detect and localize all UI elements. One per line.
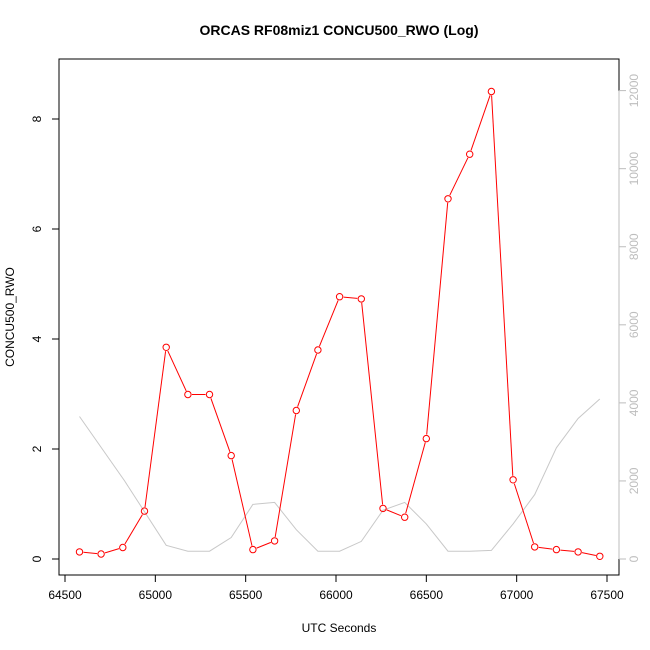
data-point xyxy=(444,195,452,203)
primary-series-segment xyxy=(343,296,358,299)
data-point xyxy=(401,513,409,521)
y2-tick-label: 8000 xyxy=(627,233,641,260)
primary-series-segment xyxy=(491,95,514,476)
y-tick-label: 2 xyxy=(30,445,44,452)
data-point xyxy=(119,543,127,552)
x-tick-label: 64500 xyxy=(48,588,82,602)
y-tick-label: 0 xyxy=(30,555,44,562)
y2-tick-label: 4000 xyxy=(627,389,641,416)
data-point xyxy=(140,507,149,515)
y2-tick-label: 12000 xyxy=(627,74,641,108)
data-point xyxy=(205,390,214,399)
x-tick-label: 67500 xyxy=(590,588,624,602)
primary-series-segment xyxy=(104,548,120,554)
primary-series-segment xyxy=(256,541,272,549)
primary-series-segment xyxy=(449,157,469,196)
primary-series-segment xyxy=(83,551,98,555)
primary-series-segment xyxy=(470,95,491,151)
primary-series-segment xyxy=(386,509,402,517)
series-secondary xyxy=(79,398,601,552)
x-tick-label: 67000 xyxy=(500,588,534,602)
x-axis: 64500 65000 65500 66000 66500 67000 67500 xyxy=(48,574,624,602)
y-axis-label: CONCU500_RWO xyxy=(3,267,17,367)
data-point xyxy=(292,406,300,415)
data-point xyxy=(422,434,430,443)
y2-axis: 0 2000 4000 6000 8000 10000 12000 xyxy=(618,74,641,562)
data-point xyxy=(270,537,279,545)
data-point xyxy=(314,346,322,354)
primary-series-segment xyxy=(297,353,318,407)
x-axis-label: UTC Seconds xyxy=(302,621,377,635)
data-point xyxy=(75,548,84,556)
primary-series-segment xyxy=(538,546,553,550)
data-point xyxy=(379,504,387,513)
y-tick-label: 4 xyxy=(30,335,44,342)
primary-series-segment xyxy=(361,302,384,505)
data-point xyxy=(466,150,474,158)
data-point xyxy=(97,550,105,558)
primary-series-segment xyxy=(210,398,231,452)
data-point xyxy=(509,476,517,484)
primary-series-segment xyxy=(513,483,534,544)
data-point xyxy=(574,548,582,556)
data-point xyxy=(162,343,170,351)
data-point xyxy=(184,390,192,399)
primary-series-segment xyxy=(167,350,187,392)
y-axis: 0 2 4 6 8 xyxy=(30,115,60,562)
y2-tick-label: 0 xyxy=(627,555,641,562)
data-point xyxy=(335,293,344,301)
x-tick-label: 65000 xyxy=(139,588,173,602)
primary-series-segment xyxy=(231,459,253,546)
chart-title: ORCAS RF08miz1 CONCU500_RWO (Log) xyxy=(199,22,478,38)
y-tick-label: 6 xyxy=(30,225,44,232)
primary-series-segment xyxy=(318,300,339,347)
data-point xyxy=(227,451,235,460)
y2-tick-label: 2000 xyxy=(627,467,641,494)
data-point xyxy=(357,295,365,303)
secondary-series-line xyxy=(79,398,601,552)
data-point xyxy=(552,545,561,554)
primary-series-segment xyxy=(581,552,597,556)
data-point xyxy=(531,543,539,551)
y2-tick-label: 10000 xyxy=(627,152,641,186)
primary-series-segment xyxy=(405,442,426,514)
x-tick-label: 65500 xyxy=(229,588,263,602)
x-tick-label: 66000 xyxy=(319,588,353,602)
y-tick-label: 8 xyxy=(30,115,44,122)
plot-frame xyxy=(58,58,620,576)
primary-series-segment xyxy=(560,549,575,552)
primary-series-segment xyxy=(274,414,297,537)
primary-series-segment xyxy=(144,351,167,508)
y2-tick-label: 6000 xyxy=(627,311,641,338)
data-point xyxy=(249,545,257,554)
primary-series-segment xyxy=(426,202,449,435)
x-tick-label: 66500 xyxy=(410,588,444,602)
primary-series-segment xyxy=(124,514,143,545)
data-point xyxy=(596,552,604,560)
series-primary xyxy=(75,87,604,560)
data-point xyxy=(487,87,496,96)
